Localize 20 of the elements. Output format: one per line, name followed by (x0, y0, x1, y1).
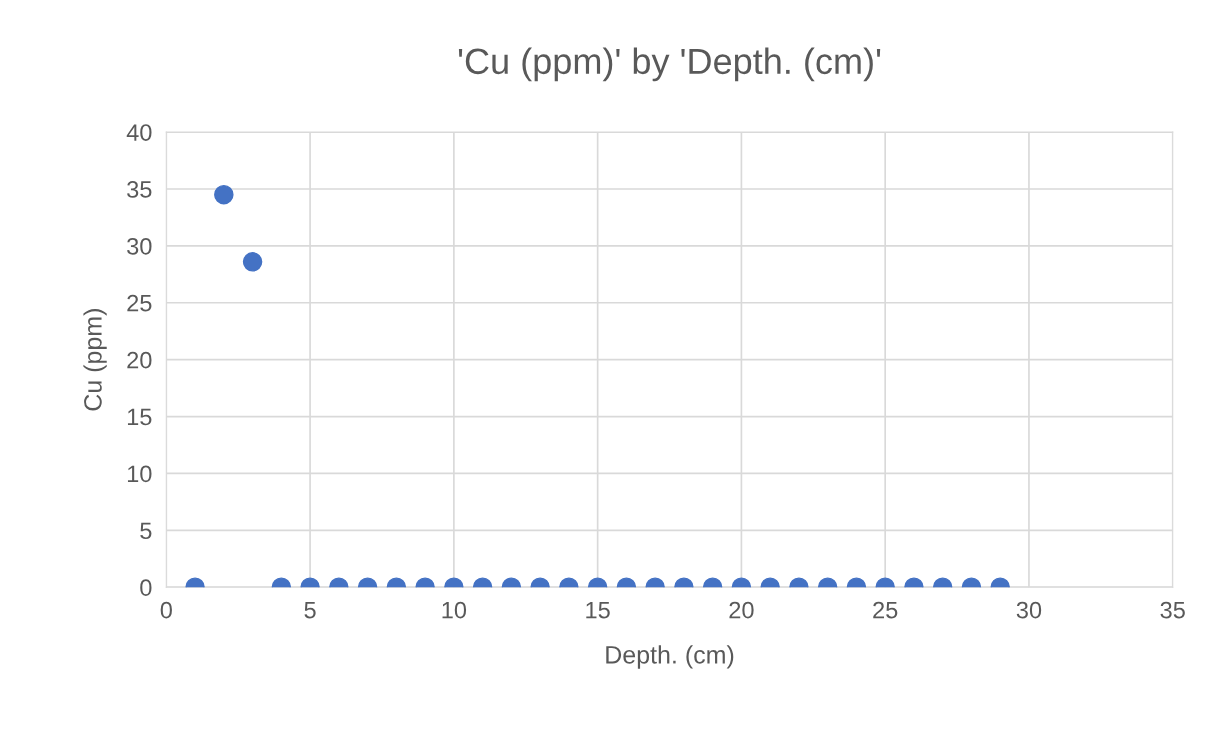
x-tick-label: 20 (729, 601, 754, 619)
y-tick-label: 0 (140, 579, 152, 596)
x-tick-label: 35 (1160, 601, 1185, 619)
y-tick-label: 10 (127, 465, 152, 483)
y-tick-label: 20 (127, 351, 152, 369)
x-tick-label: 5 (304, 601, 316, 619)
y-tick-label: 40 (126, 124, 152, 141)
x-tick-label: 30 (1016, 601, 1042, 619)
y-axis-title: Cu (ppm) (83, 309, 107, 411)
x-axis-title: Depth. (cm) (606, 645, 734, 669)
x-tick-label: 25 (873, 601, 898, 619)
y-tick-label: 25 (127, 294, 152, 312)
y-tick-label: 30 (127, 237, 152, 255)
x-tick-label: 15 (586, 601, 610, 619)
y-tick-label: 15 (127, 408, 152, 426)
x-tick-label: 0 (160, 601, 172, 619)
x-tick-label: 10 (442, 601, 467, 619)
y-tick-label: 5 (140, 522, 152, 540)
chart-title: 'Cu (ppm)' by 'Depth. (cm)' (458, 47, 881, 82)
y-tick-label: 35 (127, 181, 152, 198)
